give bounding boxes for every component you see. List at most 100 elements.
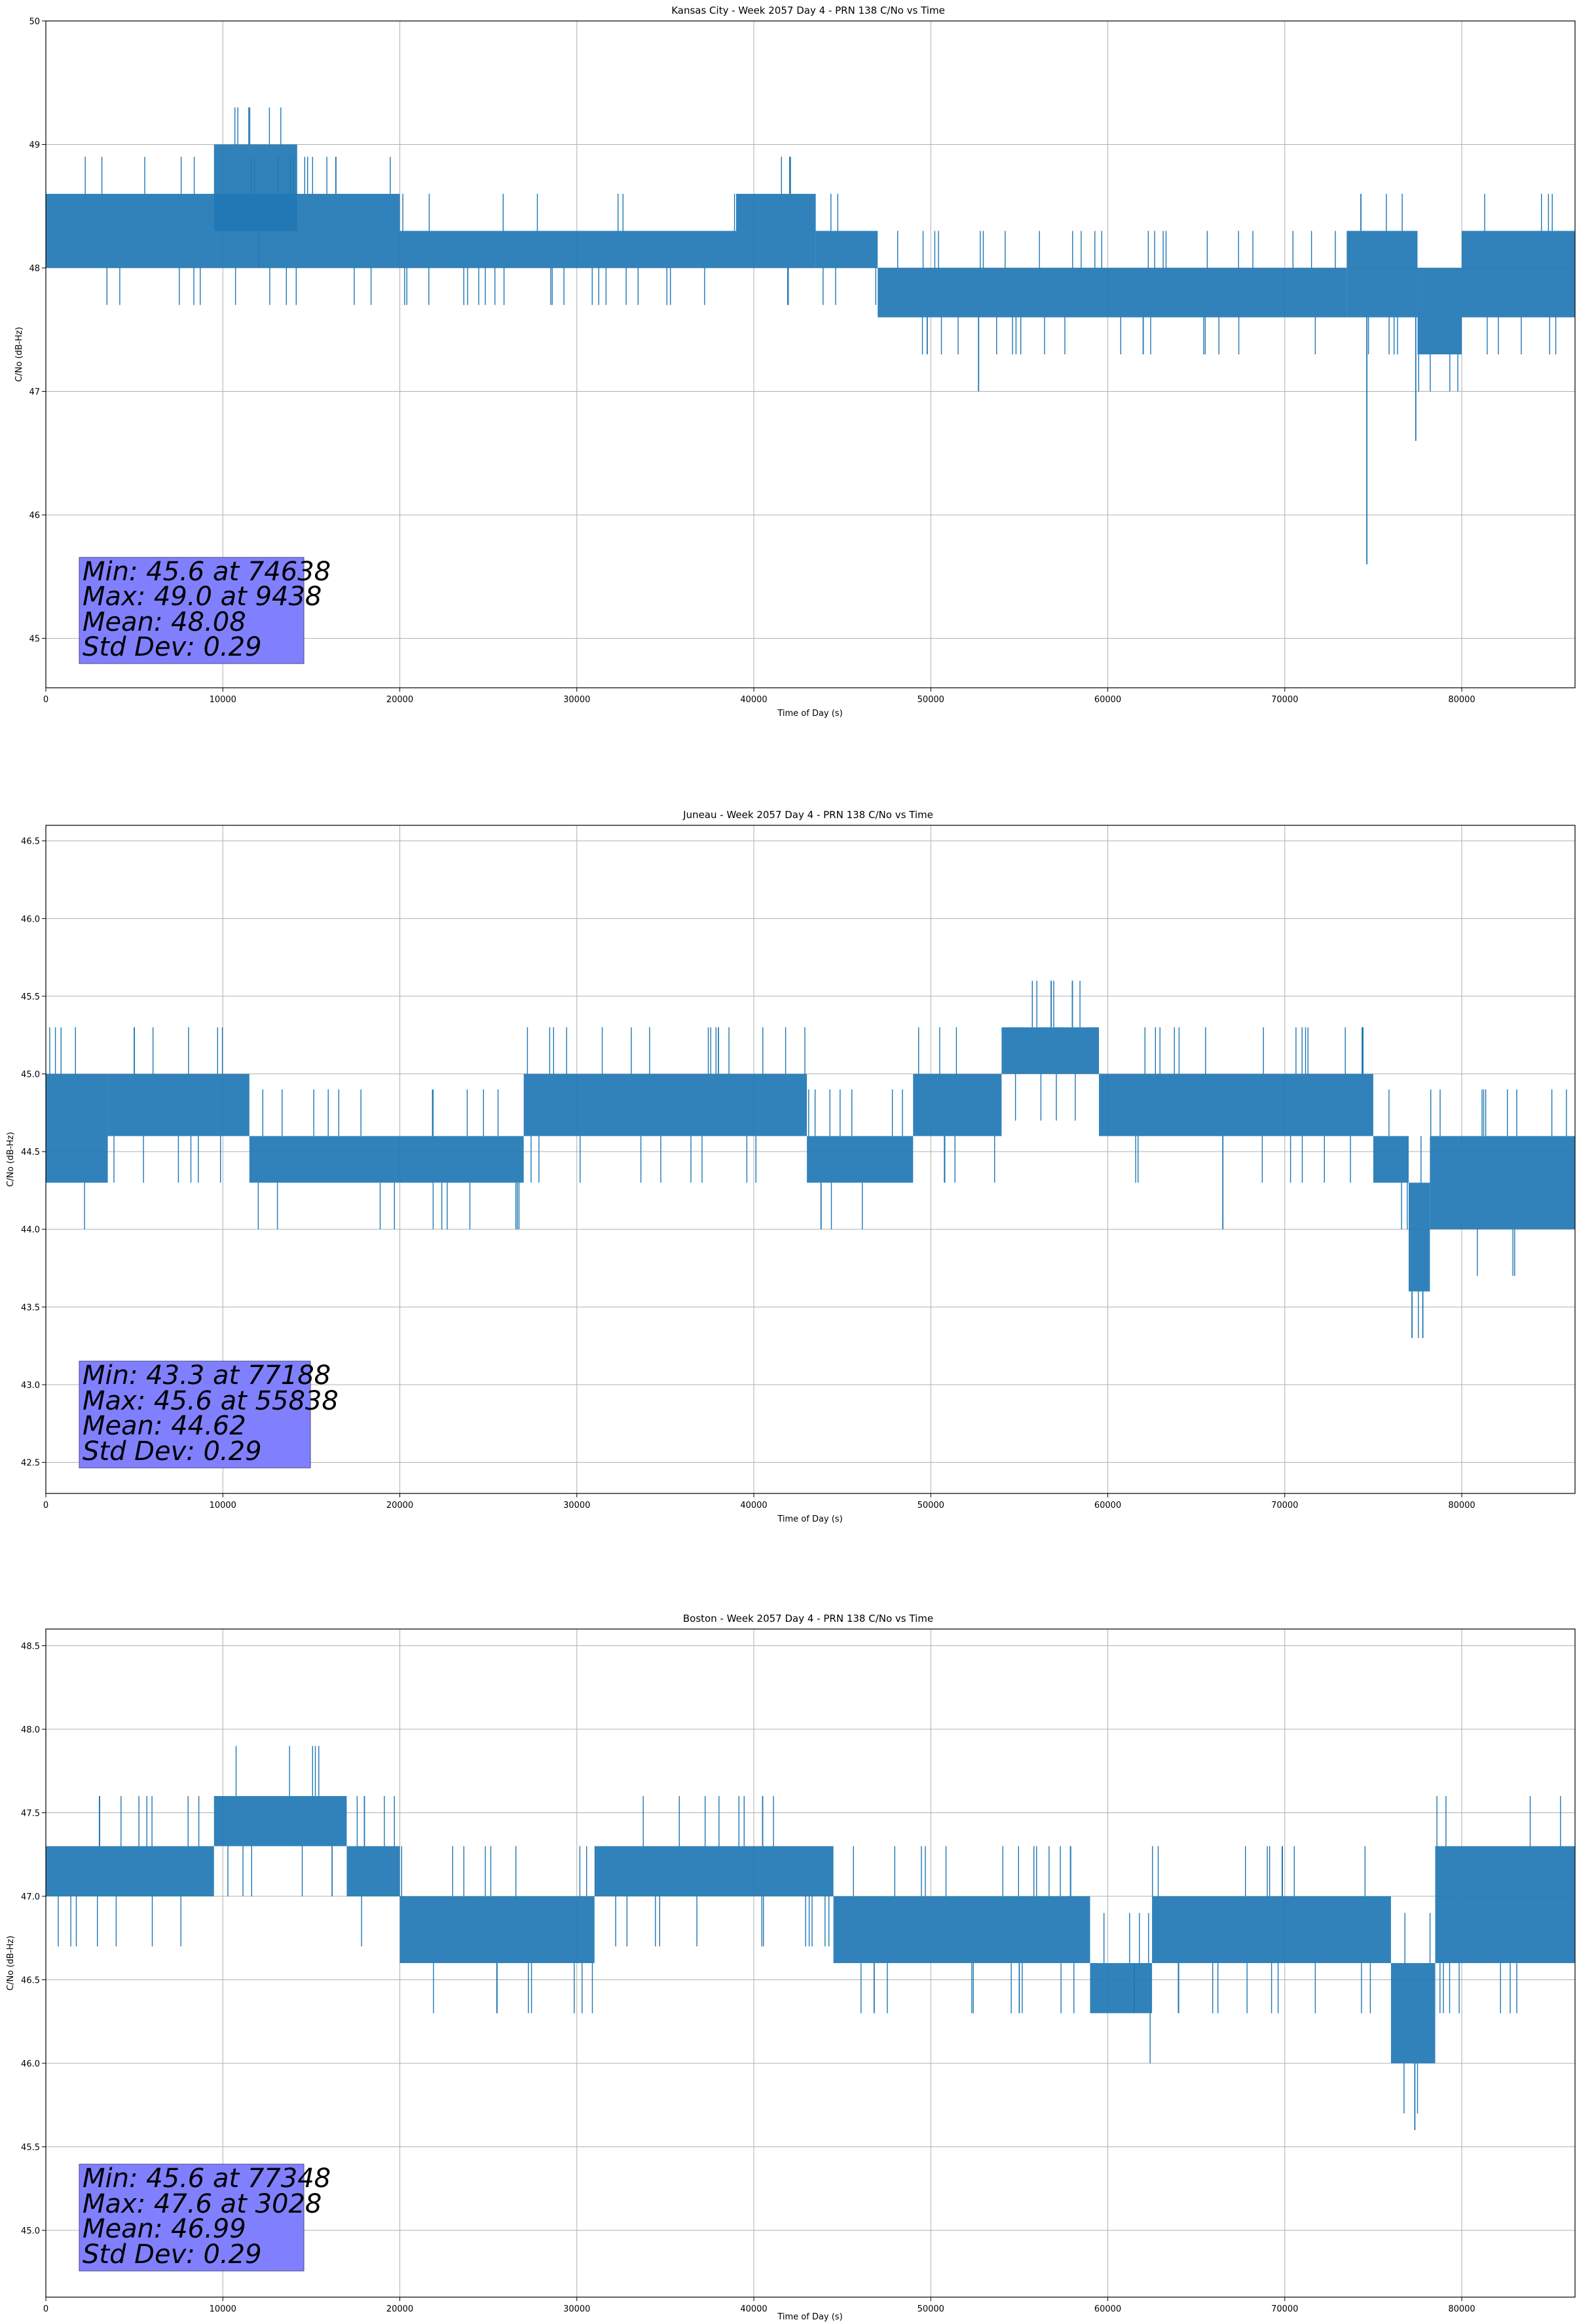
y-tick-label: 47.0 [21, 1892, 40, 1902]
y-axis-ticks: 42.5 43.0 43.5 44.0 44.5 45.0 45.5 46.0 46.5 [21, 837, 46, 1469]
cno-jitter [1418, 354, 1458, 392]
cno-jitter [527, 1027, 806, 1183]
cno-level-band [815, 231, 878, 269]
cno-jitter [1436, 1796, 1561, 2014]
cno-jitter [402, 193, 735, 305]
x-tick-label: 0 [43, 1501, 48, 1510]
stats-max: Max: 49.0 at 9438 [83, 582, 322, 612]
cno-jitter [918, 1027, 995, 1183]
y-axis-ticks: 45 46 47 48 49 50 [29, 17, 46, 645]
y-tick-label: 45.5 [21, 992, 40, 1002]
x-tick-label: 70000 [1271, 1501, 1298, 1510]
y-axis-label: C/No (dB-Hz) [6, 1132, 16, 1187]
cno-level-band [1090, 1963, 1153, 2014]
stats-box-background [79, 557, 305, 664]
chart-title: Juneau - Week 2057 Day 4 - PRN 138 C/No … [682, 809, 933, 821]
cno-level-band [1001, 1027, 1100, 1074]
cno-level-band [1099, 1074, 1373, 1136]
x-tick-label: 70000 [1271, 695, 1298, 705]
y-tick-label: 45.5 [21, 2143, 40, 2153]
cno-level-band [213, 1796, 347, 1846]
x-axis-ticks: 0 10000 20000 30000 40000 50000 60000 70000 8000… [43, 688, 1475, 705]
x-axis-ticks: 0 10000 20000 30000 40000 50000 60000 70000 8000… [43, 2297, 1475, 2314]
x-tick-label: 50000 [918, 695, 944, 705]
cno-jitter [49, 1027, 85, 1229]
cno-level-band [833, 1896, 1090, 1963]
cno-jitter [257, 1089, 520, 1229]
cno-level-band [807, 1136, 914, 1183]
cno-jitter [1484, 193, 1557, 354]
stats-box: Min: 43.3 at 77188 Max: 45.6 at 55838 Me… [79, 1360, 339, 1469]
y-tick-label: 45 [29, 635, 40, 645]
stats-std-dev: Std Dev: 0.29 [83, 632, 262, 662]
cno-level-band [46, 1846, 214, 1896]
y-tick-label: 46 [29, 511, 40, 521]
y-tick-label: 48.5 [21, 1642, 40, 1652]
y-tick-label: 47 [29, 388, 40, 398]
cno-series [46, 107, 1575, 565]
cno-jitter [781, 157, 791, 305]
y-tick-label: 45.0 [21, 1070, 40, 1080]
cno-level-band [1430, 1136, 1575, 1229]
cno-level-band [523, 1074, 807, 1136]
x-tick-label: 20000 [386, 695, 413, 705]
cno-level-band [1152, 1896, 1391, 1963]
cno-level-band [594, 1846, 834, 1896]
y-tick-label: 48.0 [21, 1725, 40, 1735]
cno-jitter [401, 1846, 593, 2014]
x-tick-label: 10000 [210, 695, 236, 705]
x-tick-label: 30000 [563, 2304, 590, 2314]
cno-jitter [356, 1796, 395, 1947]
y-axis-label: C/No (dB-Hz) [14, 327, 24, 382]
x-axis-label: Time of Day (s) [777, 1514, 842, 1524]
cno-level-band [1346, 231, 1418, 318]
stats-mean: Mean: 44.62 [83, 1411, 246, 1441]
plot-frame [45, 1628, 1576, 2298]
y-tick-label: 46.0 [21, 2059, 40, 2069]
cno-level-band [1417, 268, 1462, 354]
cno-jitter [1014, 981, 1081, 1121]
cno-level-band [399, 231, 736, 269]
cno-jitter [853, 1846, 1075, 2014]
y-tick-label: 42.5 [21, 1459, 40, 1469]
cno-series [46, 1746, 1575, 2130]
cno-level-band [735, 193, 816, 269]
y-axis-ticks: 45.0 45.5 46.0 46.5 47.0 47.5 48.0 48.5 [21, 1642, 46, 2236]
cno-level-band [1373, 1136, 1409, 1183]
y-tick-label: 44.5 [21, 1148, 40, 1157]
stats-min: Min: 45.6 at 77348 [83, 2164, 331, 2194]
chart-title: Kansas City - Week 2057 Day 4 - PRN 138 … [671, 5, 945, 16]
x-axis-label: Time of Day (s) [777, 709, 842, 719]
x-axis-label: Time of Day (s) [777, 2312, 842, 2322]
stats-box: Min: 45.6 at 74638 Max: 49.0 at 9438 Mea… [79, 557, 331, 664]
cno-level-band [1435, 1846, 1575, 1963]
y-tick-label: 49 [29, 141, 40, 151]
x-tick-label: 0 [43, 695, 48, 705]
stats-std-dev: Std Dev: 0.29 [83, 2240, 262, 2270]
y-tick-label: 44.0 [21, 1226, 40, 1235]
cno-series [46, 981, 1575, 1338]
x-tick-label: 40000 [740, 695, 767, 705]
stats-box: Min: 45.6 at 77348 Max: 47.6 at 3028 Mea… [79, 2164, 331, 2272]
x-tick-label: 10000 [210, 2304, 236, 2314]
cno-jitter [1388, 1089, 1408, 1229]
x-tick-label: 30000 [563, 695, 590, 705]
cno-jitter [808, 1089, 903, 1229]
chart-boston: Boston - Week 2057 Day 4 - PRN 138 C/No … [6, 1613, 1576, 2322]
y-tick-label: 43.0 [21, 1381, 40, 1391]
x-tick-label: 60000 [1094, 695, 1121, 705]
cno-level-band [1390, 1963, 1436, 2063]
x-tick-label: 40000 [740, 1501, 767, 1510]
cno-level-band [46, 1074, 108, 1183]
x-tick-label: 20000 [386, 1501, 413, 1510]
y-tick-label: 47.5 [21, 1809, 40, 1819]
cno-jitter [1418, 1136, 1422, 1338]
cno-jitter [1430, 1089, 1567, 1276]
y-tick-label: 46.0 [21, 914, 40, 924]
stats-mean: Mean: 46.99 [83, 2214, 246, 2244]
cno-jitter [1367, 193, 1403, 354]
cno-jitter [1135, 1027, 1364, 1183]
stats-mean: Mean: 48.08 [83, 607, 246, 637]
cno-level-band [913, 1074, 1002, 1136]
